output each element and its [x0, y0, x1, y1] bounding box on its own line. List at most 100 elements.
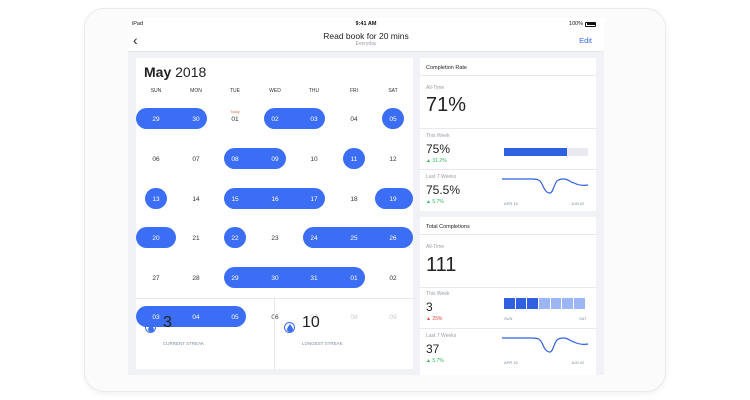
completed-days-range — [224, 188, 325, 209]
completed-days-range — [136, 306, 246, 327]
calendar-day[interactable]: 26 — [389, 235, 397, 242]
total-7w-sparkline — [502, 337, 589, 353]
calendar-day[interactable]: 04 — [350, 116, 358, 123]
rate-week-label: This Week — [426, 133, 450, 139]
completed-days-range — [375, 188, 413, 209]
calendar-day[interactable]: 10 — [310, 156, 318, 163]
week-end-label: SAT — [579, 316, 587, 321]
calendar-day[interactable]: 12 — [389, 156, 397, 163]
total-completions-title: Total Completions — [420, 217, 596, 235]
calendar-day[interactable]: 11 — [350, 156, 358, 163]
calendar-day[interactable]: 18 — [350, 196, 358, 203]
month-name: May — [144, 64, 172, 80]
nav-bar: ‹ Read book for 20 mins Everyday Edit — [128, 30, 604, 52]
calendar-day[interactable]: 01 — [350, 275, 358, 282]
calendar-day[interactable]: 02 — [271, 116, 279, 123]
longest-streak-label: LONGEST STREAK — [302, 341, 343, 346]
divider — [420, 287, 596, 288]
week-day-squares — [504, 298, 585, 309]
week-day-square — [574, 298, 585, 309]
month-title: May 2018 — [144, 64, 206, 80]
calendar-day[interactable]: 13 — [152, 196, 160, 203]
total-7w-x-start: APR 15 — [504, 360, 518, 365]
back-chevron-icon[interactable]: ‹ — [133, 32, 138, 48]
calendar-day[interactable]: 25 — [350, 235, 358, 242]
calendar-day[interactable]: 09 — [389, 314, 397, 321]
calendar-day[interactable]: 30 — [192, 116, 200, 123]
completed-days-range — [224, 148, 286, 169]
rate-alltime-value: 71% — [426, 94, 467, 116]
rate-alltime-label: All-Time — [426, 85, 445, 91]
battery-percent: 100% — [568, 21, 583, 27]
total-7w-change-text: 5.7% — [432, 358, 444, 364]
calendar-day[interactable]: 08 — [231, 156, 239, 163]
calendar-day[interactable]: 05 — [231, 314, 239, 321]
week-day-square — [562, 298, 574, 309]
calendar-day[interactable]: 27 — [152, 275, 160, 282]
week-progress-track — [504, 148, 588, 156]
completed-days-range — [145, 188, 167, 209]
calendar-day[interactable]: 23 — [271, 235, 279, 242]
calendar-day[interactable]: 30 — [271, 275, 279, 282]
divider — [420, 328, 596, 329]
calendar-day[interactable]: 31 — [310, 275, 318, 282]
total-week-change-text: 25% — [432, 316, 443, 322]
total-7w-value: 37 — [426, 342, 440, 356]
today-marker: Today — [230, 110, 240, 114]
calendar-day[interactable]: 15 — [231, 196, 239, 203]
week-day-square — [504, 298, 515, 309]
edit-button[interactable]: Edit — [579, 36, 592, 45]
week-start-label: SUN — [504, 316, 513, 321]
calendar-day[interactable]: 20 — [152, 235, 160, 242]
completion-rate-card: Completion Rate All-Time 71% This Week 7… — [420, 58, 596, 211]
weekday-header: THU — [308, 88, 320, 94]
total-alltime-label: All-Time — [426, 244, 445, 250]
calendar-day[interactable]: 29 — [231, 275, 239, 282]
total-7w-label: Last 7 Weeks — [426, 333, 457, 339]
current-streak: 3 CURRENT STREAK — [145, 314, 204, 346]
month-year: 2018 — [175, 64, 207, 80]
completed-days-range — [224, 267, 365, 288]
week-day-square — [527, 298, 539, 309]
calendar-day[interactable]: 07 — [310, 314, 318, 321]
rate-7w-change: ▲ 5.7% — [426, 199, 444, 205]
calendar-day[interactable]: 29 — [152, 116, 160, 123]
divider — [420, 128, 596, 129]
completed-days-range — [264, 108, 325, 129]
weekday-header: SUN — [150, 88, 162, 94]
calendar-day[interactable]: 09 — [271, 156, 279, 163]
calendar-card: May 2018 SUN MON TUE WED THU FRI SAT 29 30 01 02 03… — [136, 58, 413, 369]
week-day-square — [515, 298, 527, 309]
total-7w-x-end: JUN 02 — [571, 360, 585, 365]
total-alltime-value: 111 — [426, 254, 457, 276]
calendar-day[interactable]: 19 — [389, 196, 397, 203]
rate-week-change-text: 31.2% — [432, 158, 447, 164]
calendar-day[interactable]: 03 — [310, 116, 318, 123]
rate-week-value: 75% — [426, 142, 451, 156]
calendar-day[interactable]: 14 — [192, 196, 200, 203]
rate-7w-label: Last 7 Weeks — [426, 174, 457, 180]
calendar-day[interactable]: 05 — [389, 116, 397, 123]
rate-7w-change-text: 5.7% — [432, 199, 444, 205]
calendar-day[interactable]: 17 — [310, 196, 318, 203]
calendar-day[interactable]: 24 — [310, 235, 318, 242]
calendar-day[interactable]: 01 — [231, 116, 239, 123]
calendar-day[interactable]: 04 — [192, 314, 200, 321]
week-progress-fill — [504, 148, 567, 156]
calendar-day[interactable]: 28 — [192, 275, 200, 282]
drop-icon — [145, 322, 156, 333]
battery-group: 100% — [569, 21, 596, 27]
calendar-day[interactable]: 07 — [192, 156, 200, 163]
weekday-header: TUE — [230, 88, 240, 94]
calendar-day[interactable]: 08 — [350, 314, 358, 321]
rate-7w-x-end: JUN 02 — [571, 201, 585, 206]
calendar-day[interactable]: 02 — [389, 275, 397, 282]
weekday-header: FRI — [349, 88, 359, 94]
calendar-day[interactable]: 22 — [231, 235, 239, 242]
calendar-day[interactable]: 06 — [152, 156, 160, 163]
rate-7w-value: 75.5% — [426, 183, 461, 197]
device-label: iPad — [132, 21, 144, 27]
calendar-day[interactable]: 03 — [152, 314, 160, 321]
calendar-day[interactable]: 21 — [192, 235, 200, 242]
calendar-day[interactable]: 16 — [271, 196, 279, 203]
